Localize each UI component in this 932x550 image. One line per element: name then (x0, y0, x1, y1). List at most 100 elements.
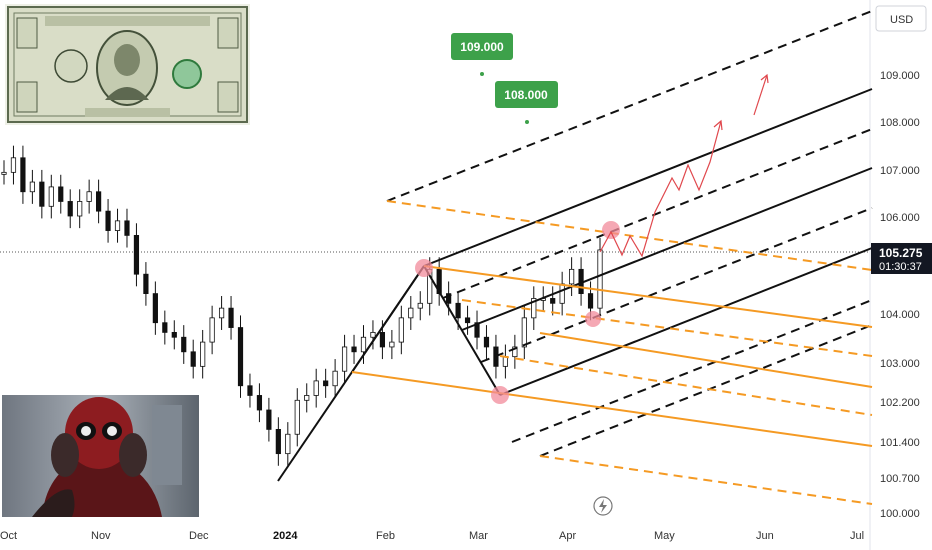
orange-quarter-lower (499, 355, 873, 416)
candle-body (512, 346, 518, 358)
candle-body (1, 171, 7, 175)
target-label-108: 108.000 (495, 81, 558, 124)
price-tick-104: 104.000 (880, 309, 920, 321)
pitchfork-upper-line (423, 88, 873, 267)
candle-body (143, 273, 149, 295)
time-tick-apr: Apr (559, 530, 576, 542)
candle-body (341, 346, 348, 372)
pitchfork-handle (351, 265, 425, 373)
projected-path (599, 73, 769, 258)
candle-body (86, 191, 92, 202)
target-label-109: 109.000 (451, 33, 513, 76)
candle-body (379, 331, 386, 348)
price-tick-100: 100.000 (880, 508, 920, 520)
dollar-bill-image (5, 4, 250, 125)
candle-body (294, 399, 300, 435)
currency-label: USD (890, 14, 913, 26)
time-tick-dec: Dec (189, 530, 209, 542)
candle-body (133, 234, 140, 275)
candlestick-series (1, 145, 603, 466)
price-tick-100-7: 100.700 (880, 473, 920, 485)
candle-body (39, 181, 45, 207)
projection-arrow-line (753, 74, 768, 116)
target-109-text: 109.000 (460, 40, 504, 54)
pitchfork-outer-lower-2 (539, 324, 873, 457)
orange-outer-upper (386, 200, 873, 271)
candle-body (483, 336, 490, 348)
orange-outer-lower (539, 455, 873, 505)
pitchfork-leg-down (423, 265, 501, 396)
candle-body (360, 336, 367, 353)
time-tick-oct: Oct (0, 530, 17, 542)
projection-arrow-1 (713, 119, 723, 131)
candle-body (96, 191, 102, 212)
orange-channel (351, 200, 873, 505)
pitchfork-outer-lower (511, 299, 873, 443)
time-axis[interactable]: Oct Nov Dec 2024 Feb Mar Apr May Jun Jul (0, 530, 864, 542)
pivot-low-marker (491, 386, 509, 404)
candle-body (285, 433, 291, 455)
candle-body (275, 428, 281, 455)
pivot-markers (415, 221, 620, 404)
time-tick-jul: Jul (850, 530, 864, 542)
time-tick-jun: Jun (756, 530, 774, 542)
candle-body (417, 302, 423, 309)
candle-body (228, 307, 234, 328)
candle-body (587, 293, 594, 309)
target-108-text: 108.000 (504, 88, 548, 102)
candle-body (266, 409, 272, 430)
candle-body (181, 336, 187, 353)
candle-body (446, 293, 452, 304)
orange-quarter-upper (461, 299, 873, 357)
black-pitchfork (277, 10, 873, 482)
candle-body (408, 307, 414, 319)
candle-body (531, 298, 537, 319)
candle-body (58, 186, 64, 202)
candle-body (247, 385, 253, 396)
time-tick-feb: Feb (376, 530, 395, 542)
candle-body (332, 370, 338, 387)
last-price-countdown: 01:30:37 (879, 261, 922, 273)
price-axis[interactable]: USD 109.000 108.000 107.000 106.000 104.… (871, 5, 932, 520)
candle-body (569, 268, 575, 285)
pitchfork-quarter-upper (442, 128, 873, 299)
price-axis-bg (870, 0, 932, 550)
pivot-high-marker (415, 259, 433, 277)
time-tick-nov: Nov (91, 530, 111, 542)
candle-body (304, 395, 310, 401)
pivot-retest-marker (585, 311, 601, 327)
candle-body (20, 157, 26, 193)
candle-body (237, 327, 244, 387)
pitchfork-lower-line (499, 247, 873, 396)
pitchfork-median-line (461, 167, 873, 331)
candle-body (209, 317, 215, 343)
price-tick-102-2: 102.200 (880, 397, 920, 409)
target-108-dot (525, 120, 529, 124)
candle-body (114, 220, 121, 231)
candle-body (455, 302, 461, 319)
orange-lower-line (351, 371, 873, 447)
pitchfork-outer-upper (386, 10, 873, 202)
candle-body (389, 341, 395, 348)
time-tick-may: May (654, 530, 675, 542)
candle-body (559, 283, 565, 304)
orange-middle-line (539, 332, 873, 388)
time-axis-bg (0, 521, 870, 550)
price-tick-101-4: 101.400 (880, 437, 920, 449)
candle-body (77, 201, 83, 217)
candle-body (162, 322, 168, 333)
candle-body (29, 181, 35, 193)
candle-body (48, 186, 54, 207)
candle-body (105, 210, 111, 231)
candle-body (124, 220, 130, 236)
candle-body (351, 346, 357, 353)
candle-body (171, 331, 177, 338)
lightning-icon[interactable] (593, 496, 613, 516)
currency-button[interactable] (875, 5, 927, 32)
candle-body (218, 307, 225, 319)
candle-body (67, 201, 73, 217)
candle-body (10, 157, 17, 173)
candle-body (256, 395, 263, 411)
target-109-box (451, 33, 513, 60)
